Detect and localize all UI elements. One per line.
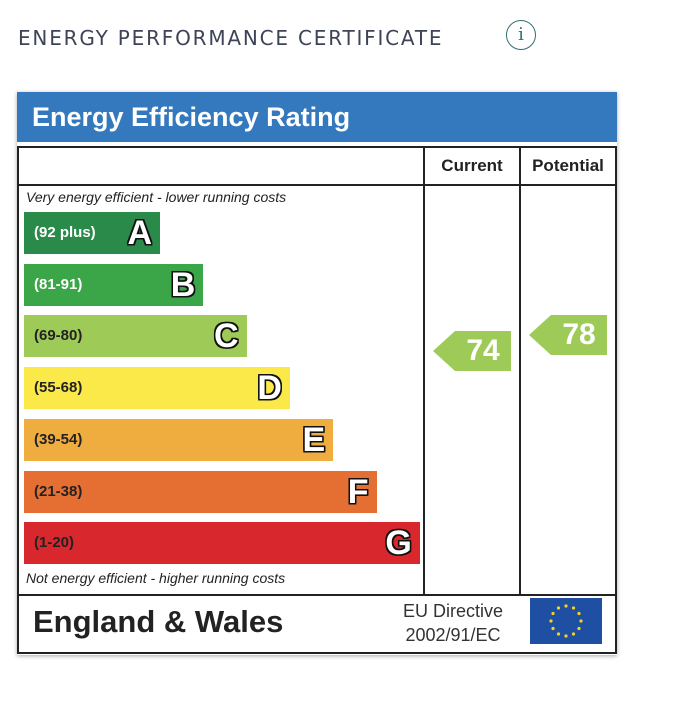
eu-star: [571, 632, 576, 636]
info-glyph: i: [518, 24, 524, 45]
band-e: (39-54) E: [24, 418, 334, 461]
eu-star: [549, 619, 553, 623]
band-range: (55-68): [34, 379, 83, 397]
band-range: (39-54): [34, 430, 83, 448]
eu-star: [551, 626, 555, 631]
footer-divider: [19, 594, 615, 596]
band-letter: F: [347, 472, 369, 511]
region-label: England & Wales: [33, 604, 284, 639]
eu-star: [579, 619, 583, 623]
band-letter: C: [214, 317, 239, 356]
directive-line-2: 2002/91/EC: [405, 625, 501, 645]
band-range: (69-80): [34, 327, 83, 345]
rating-table: Current Potential Very energy efficient …: [17, 146, 617, 654]
eu-star: [556, 632, 561, 636]
directive-line-1: EU Directive: [403, 601, 504, 621]
band-letter: B: [170, 265, 196, 304]
band-g: (1-20) G: [24, 522, 420, 565]
column-divider: [423, 148, 425, 594]
eu-star: [571, 606, 576, 610]
bottom-note: Not energy efficient - higher running co…: [26, 570, 286, 586]
eu-star: [564, 604, 568, 608]
chart-title: Energy Efficiency Rating: [17, 92, 617, 142]
current-rating-arrow: 74: [433, 331, 511, 372]
band-c: (69-80) C: [24, 315, 247, 358]
section-title: ENERGY PERFORMANCE CERTIFICATE: [18, 26, 444, 50]
info-icon[interactable]: i: [506, 20, 536, 50]
header-divider: [19, 184, 615, 186]
band-letter: A: [127, 214, 152, 252]
eu-star: [556, 606, 561, 610]
band-a: (92 plus) A: [24, 212, 160, 254]
eu-star: [564, 634, 568, 638]
band-range: (21-38): [34, 482, 83, 500]
eu-star: [577, 626, 581, 631]
band-range: (92 plus): [34, 224, 96, 241]
band-b: (81-91) B: [24, 263, 204, 306]
section-header: ENERGY PERFORMANCE CERTIFICATE: [18, 22, 443, 54]
column-header-current: Current: [441, 156, 503, 175]
eu-star: [577, 611, 581, 616]
column-header-potential: Potential: [532, 156, 604, 175]
eu-star: [551, 611, 555, 616]
eu-flag-icon: [530, 598, 602, 644]
current-arrow-shape: [433, 331, 511, 372]
band-range: (81-91): [34, 275, 83, 293]
band-range: (1-20): [34, 534, 75, 552]
eu-directive: EU Directive 2002/91/EC: [403, 599, 503, 647]
current-rating-value: 74: [466, 334, 500, 368]
band-letter: E: [302, 420, 326, 459]
potential-rating-value: 78: [562, 318, 596, 352]
epc-chart: Energy Efficiency Rating Current Potenti…: [17, 92, 617, 655]
top-note: Very energy efficient - lower running co…: [26, 189, 287, 205]
column-divider: [519, 148, 521, 594]
band-letter: G: [385, 524, 412, 563]
potential-arrow-shape: [529, 315, 607, 356]
band-d: (55-68) D: [24, 367, 290, 410]
potential-rating-arrow: 78: [529, 315, 607, 356]
band-f: (21-38) F: [24, 470, 377, 513]
band-letter: D: [257, 369, 282, 408]
